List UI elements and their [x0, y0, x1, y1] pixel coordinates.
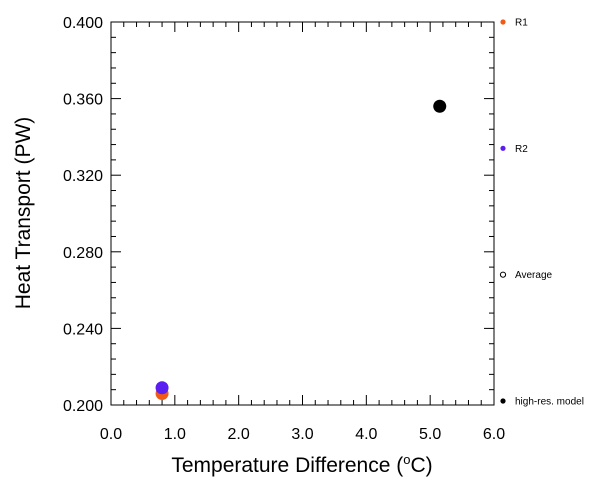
y-tick-label: 0.320 [63, 168, 103, 185]
legend-label: Average [515, 270, 553, 281]
legend-marker [500, 398, 506, 404]
legend-marker [499, 271, 507, 278]
data-points [155, 99, 447, 401]
y-tick-label: 0.240 [63, 321, 103, 338]
plot-frame [110, 21, 495, 406]
x-tick-label: 1.0 [164, 426, 186, 443]
x-tick-label: 3.0 [291, 426, 313, 443]
x-axis-title: Temperature Difference (oC) [171, 452, 432, 477]
data-point-r2 [155, 381, 169, 395]
x-tick-label: 5.0 [419, 426, 441, 443]
y-tick-label: 0.280 [63, 245, 103, 262]
y-tick-label: 0.400 [63, 15, 103, 32]
legend: R1 R2 Average high-res. model [499, 18, 584, 408]
x-axis-title-main: Temperature Difference ( [171, 454, 403, 477]
y-tick-label: 0.360 [63, 92, 103, 109]
legend-label: high-res. model [515, 397, 584, 408]
x-axis-tick-labels: 0.0 1.0 2.0 3.0 4.0 5.0 6.0 [100, 426, 505, 443]
x-tick-label: 4.0 [355, 426, 377, 443]
x-tick-label: 6.0 [483, 426, 505, 443]
legend-marker [500, 19, 506, 25]
x-tick-label: 2.0 [228, 426, 250, 443]
x-axis-title-superscript: o [403, 452, 410, 467]
y-axis-ticks [111, 21, 494, 406]
y-axis-tick-labels: 0.200 0.240 0.280 0.320 0.360 0.400 [63, 15, 103, 415]
y-axis-title: Heat Transport (PW) [12, 117, 35, 310]
data-point-high-res-model [433, 99, 447, 113]
x-axis-ticks [110, 22, 495, 405]
y-tick-label: 0.200 [63, 398, 103, 415]
legend-label: R2 [515, 144, 528, 155]
legend-label: R1 [515, 18, 528, 29]
legend-marker [500, 145, 506, 151]
x-axis-title-unit: C) [410, 454, 432, 477]
x-tick-label: 0.0 [100, 426, 122, 443]
